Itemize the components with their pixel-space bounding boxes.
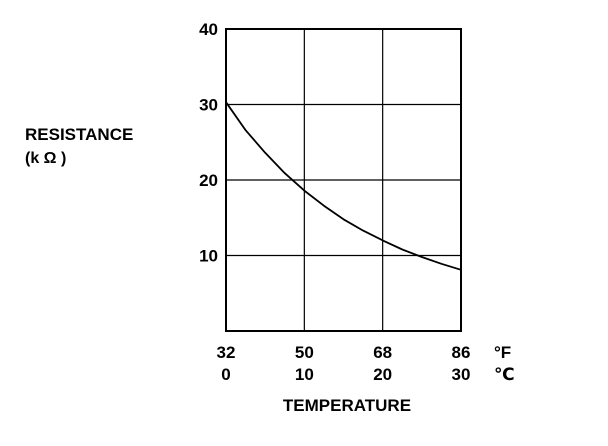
y-tick-label: 10 <box>199 247 218 266</box>
x-tick-label-f: 86 <box>452 343 471 362</box>
x-tick-labels: 32 0 50 10 68 20 86 30 <box>217 343 471 384</box>
y-tick-label: 30 <box>199 96 218 115</box>
x-tick-label-f: 32 <box>217 343 236 362</box>
x-unit-fahrenheit: °F <box>494 343 511 362</box>
x-tick-label-f: 68 <box>373 343 392 362</box>
series-layer <box>225 101 462 271</box>
x-unit-celsius: ℃ <box>494 365 515 384</box>
plot-frame <box>225 28 462 332</box>
resistance-curve <box>225 101 462 271</box>
grid <box>225 28 462 331</box>
y-axis-label: RESISTANCE <box>25 125 133 144</box>
y-tick-label: 40 <box>199 20 218 39</box>
x-tick-label-c: 30 <box>452 365 471 384</box>
y-tick-label: 20 <box>199 171 218 190</box>
x-axis-label: TEMPERATURE <box>283 396 411 415</box>
x-tick-label-c: 0 <box>221 365 230 384</box>
y-tick-labels: 10 20 30 40 <box>199 20 218 266</box>
x-tick-label-c: 10 <box>295 365 314 384</box>
x-tick-label-f: 50 <box>295 343 314 362</box>
y-axis-unit: (k Ω ) <box>25 150 66 167</box>
x-tick-label-c: 20 <box>373 365 392 384</box>
